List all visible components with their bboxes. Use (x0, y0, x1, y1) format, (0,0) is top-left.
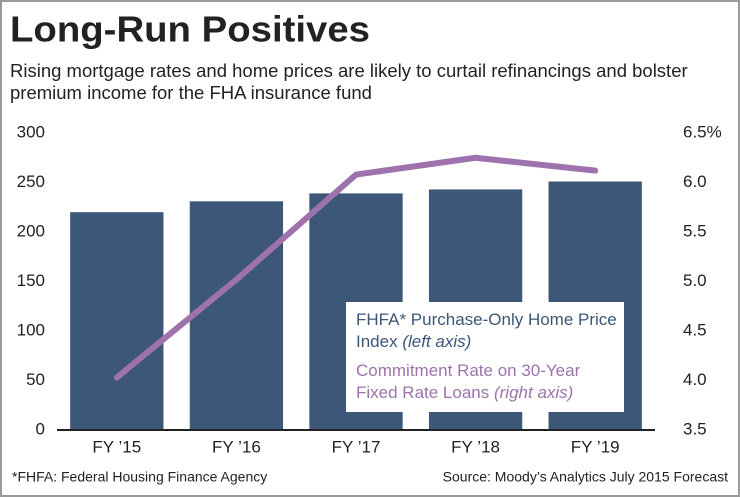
legend-label: Commitment Rate on 30-Year Fixed Rate Lo… (356, 361, 581, 402)
y2-tick-label: 5.0 (683, 271, 707, 290)
legend: FHFA* Purchase-Only Home Price Index (le… (356, 309, 621, 404)
y-tick-label: 250 (17, 172, 45, 191)
y-tick-label: 300 (17, 122, 45, 141)
legend-items: FHFA* Purchase-Only Home Price Index (le… (356, 309, 621, 404)
y-tick-label: 0 (36, 419, 45, 438)
bar (70, 212, 164, 430)
legend-axis-note: (right axis) (493, 383, 574, 402)
y2-tick-label: 6.0 (683, 172, 707, 191)
y-tick-label: 150 (17, 271, 45, 290)
x-tick-label: FY ’15 (92, 437, 141, 456)
subtitle-box: Rising mortgage rates and home prices ar… (10, 60, 688, 103)
legend-axis-note: (left axis) (402, 332, 472, 351)
y2-tick-label: 3.5 (683, 419, 707, 438)
chart-subtitle: Rising mortgage rates and home prices ar… (10, 60, 688, 103)
legend-item: FHFA* Purchase-Only Home Price Index (le… (356, 309, 621, 353)
y-tick-label: 50 (26, 370, 45, 389)
x-tick-label: FY ’19 (571, 437, 620, 456)
legend-item: Commitment Rate on 30-Year Fixed Rate Lo… (356, 360, 621, 404)
source: Source: Moody’s Analytics July 2015 Fore… (443, 469, 728, 485)
x-tick-label: FY ’17 (332, 437, 381, 456)
legend-label: FHFA* Purchase-Only Home Price Index (356, 310, 617, 351)
legend-background (346, 302, 624, 412)
bar (189, 201, 284, 430)
y-tick-label: 100 (17, 320, 45, 339)
y-tick-label: 200 (17, 221, 45, 240)
line (113, 154, 599, 381)
y2-tick-label: 6.5% (683, 122, 722, 141)
x-tick-label: FY ’16 (212, 437, 261, 456)
y2-tick-label: 4.0 (683, 370, 707, 389)
chart-title: Long-Run Positives (10, 9, 370, 50)
x-tick-label: FY ’18 (451, 437, 500, 456)
y2-tick-label: 5.5 (683, 221, 707, 240)
footnote: *FHFA: Federal Housing Finance Agency (12, 469, 267, 485)
y2-tick-label: 4.5 (683, 320, 707, 339)
